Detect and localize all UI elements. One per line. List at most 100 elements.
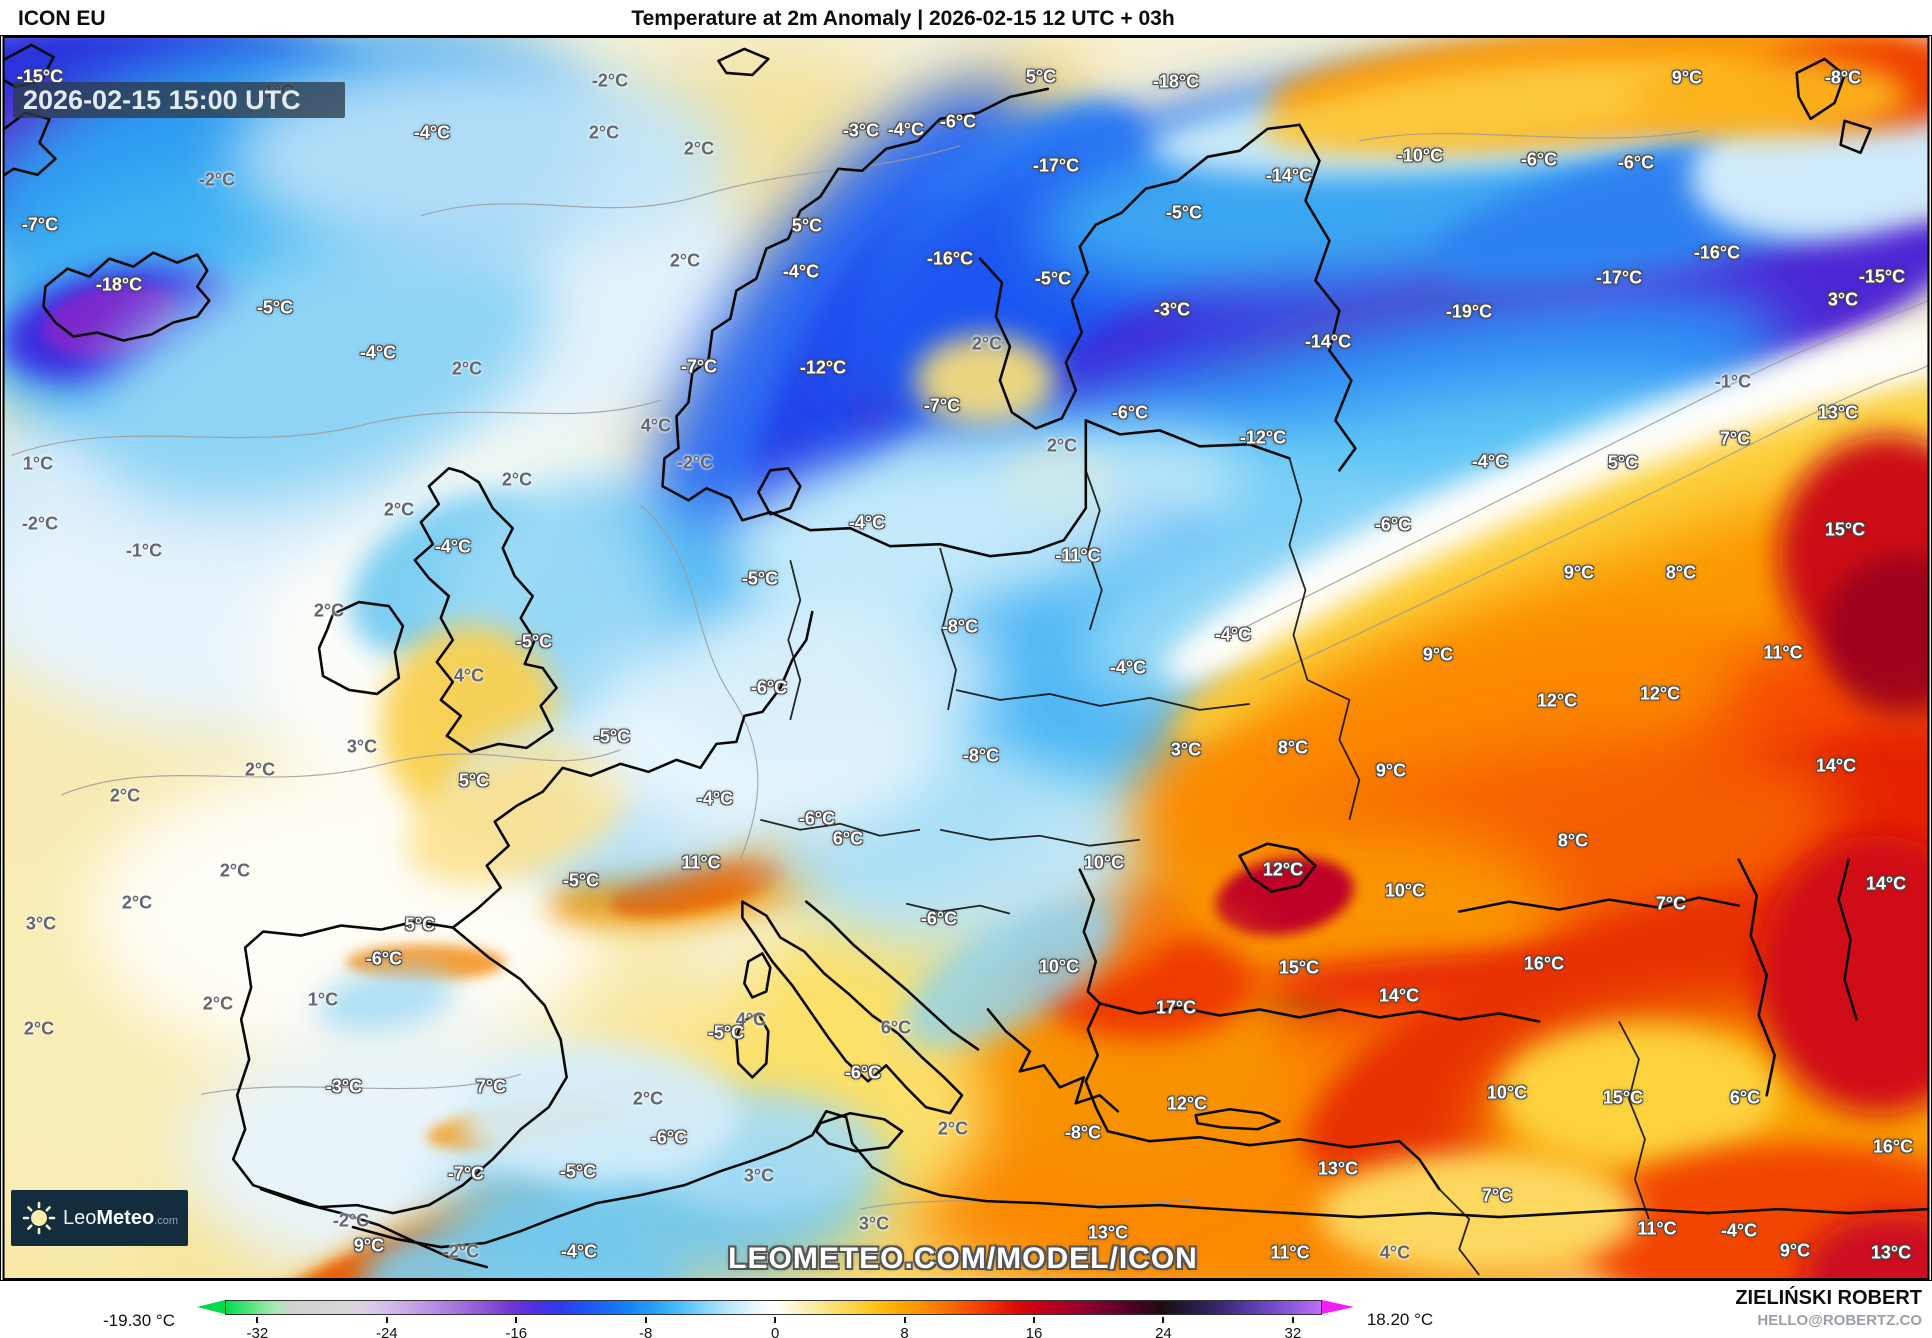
temp-label: -5°C	[256, 297, 294, 318]
temp-label: -5°C	[741, 568, 779, 589]
tick-label: -32	[246, 1325, 269, 1338]
temp-label: -7°C	[923, 395, 961, 416]
colorbar-left-arrow	[197, 1300, 225, 1314]
temp-label: -3°C	[325, 1076, 363, 1097]
tick-mark	[1291, 1317, 1294, 1323]
temp-label: 14°C	[1815, 755, 1857, 776]
temp-label: 6°C	[1729, 1087, 1761, 1108]
temp-label: 4°C	[1379, 1242, 1411, 1263]
temp-label: 15°C	[1602, 1087, 1644, 1108]
temp-label: 1°C	[22, 453, 54, 474]
contact-email: HELLO@ROBERTZ.CO	[1757, 1312, 1922, 1329]
temp-label: 7°C	[1719, 428, 1751, 449]
temp-label: -5°C	[593, 726, 631, 747]
temp-label: 13°C	[1870, 1242, 1912, 1263]
temp-label: -12°C	[799, 357, 847, 378]
tick-label: 16	[1025, 1325, 1043, 1338]
tick-mark	[1162, 1317, 1165, 1323]
temp-label: 10°C	[1486, 1082, 1528, 1103]
scale-min-label: -19.30 °C	[102, 1311, 176, 1330]
temp-label: 4°C	[640, 415, 672, 436]
temp-label: -3°C	[1153, 299, 1191, 320]
temp-label: -8°C	[962, 745, 1000, 766]
logo-text: LeoMeteo.com	[63, 1206, 179, 1229]
header-bar: ICON EU Temperature at 2m Anomaly | 2026…	[0, 0, 1932, 35]
temp-label: 5°C	[404, 914, 436, 935]
colorbar-right-arrow	[1322, 1300, 1354, 1314]
temp-label: -6°C	[1520, 149, 1558, 170]
temp-label: 6°C	[880, 1017, 912, 1038]
temp-label: 16°C	[1523, 953, 1565, 974]
temp-label: -6°C	[920, 908, 958, 929]
temp-label: 12°C	[1639, 683, 1681, 704]
temp-label: 3°C	[346, 736, 378, 757]
temp-label: 9°C	[1422, 644, 1454, 665]
country-borders	[760, 458, 1650, 1276]
temp-label: -18°C	[1152, 71, 1200, 92]
temp-label: -14°C	[1304, 331, 1352, 352]
temp-label: -1°C	[1714, 371, 1752, 392]
temp-label: 5°C	[1607, 452, 1639, 473]
temp-label: 15°C	[1824, 519, 1866, 540]
temp-label: 9°C	[1375, 760, 1407, 781]
tick-label: -8	[639, 1325, 653, 1338]
tick-label: 8	[900, 1325, 909, 1338]
temp-label: -8°C	[941, 616, 979, 637]
tick-mark	[385, 1317, 388, 1323]
temp-label: -17°C	[1032, 155, 1080, 176]
tick-mark	[256, 1317, 259, 1323]
temp-label: -17°C	[1595, 267, 1643, 288]
temp-label: 11°C	[1763, 642, 1803, 663]
temp-label: -19°C	[1445, 301, 1493, 322]
temp-label: -2°C	[21, 513, 59, 534]
footer-bar: -19.30 °C -32 -24 -16 -8 0 8 16 24 32 18.20 °C Z…	[0, 1281, 1932, 1338]
temp-label: 11°C	[1270, 1242, 1310, 1263]
author-name: ZIELIŃSKI ROBERT	[1735, 1287, 1922, 1309]
temp-label: 10°C	[1384, 880, 1426, 901]
temp-label: -5°C	[1165, 202, 1203, 223]
temp-label: 2°C	[937, 1118, 969, 1139]
temp-label: -5°C	[562, 870, 600, 891]
temp-label: -6°C	[844, 1062, 882, 1083]
temp-label: -15°C	[1858, 266, 1906, 287]
temp-label: 13°C	[1817, 402, 1859, 423]
temp-label: 17°C	[1155, 997, 1197, 1018]
temp-label: 2°C	[313, 600, 345, 621]
temp-label: 11°C	[681, 852, 721, 873]
temp-label: -3°C	[842, 120, 880, 141]
temp-label: -6°C	[1111, 402, 1149, 423]
weather-map: -15°C 1°C -2°C -4°C 2°C -2°C -7°C -18°C -5°C -4°C…	[0, 35, 1932, 1281]
temp-label: 3°C	[1170, 739, 1202, 760]
tick-label: -24	[375, 1325, 398, 1338]
temp-label: 2°C	[244, 759, 276, 780]
temp-label: -4°C	[1720, 1220, 1758, 1241]
tick-mark	[774, 1317, 777, 1323]
temp-label: 2°C	[23, 1018, 55, 1039]
temp-label: 5°C	[458, 770, 490, 791]
temp-label: 9°C	[1671, 67, 1703, 88]
temp-label: 16°C	[1872, 1136, 1914, 1157]
leometeo-logo: LeoMeteo.com	[11, 1190, 188, 1246]
temp-label: 12°C	[1536, 690, 1578, 711]
temp-label: -4°C	[1214, 624, 1252, 645]
temp-label: 11°C	[1637, 1218, 1677, 1239]
temp-label: 12°C	[1166, 1093, 1208, 1114]
temp-label: 9°C	[1779, 1240, 1811, 1261]
temp-label: 8°C	[1665, 562, 1697, 583]
temp-label: -2°C	[332, 1210, 370, 1231]
temp-label: 7°C	[1655, 893, 1687, 914]
temp-label: 3°C	[25, 913, 57, 934]
temp-label: 2°C	[669, 250, 701, 271]
temp-label: -8°C	[1064, 1122, 1102, 1143]
temp-label: -10°C	[1396, 145, 1444, 166]
temp-label: 8°C	[1277, 737, 1309, 758]
tick-label: 0	[770, 1325, 780, 1338]
temp-label: -4°C	[782, 261, 820, 282]
temp-label: 2°C	[588, 122, 620, 143]
temp-label: -11°C	[1055, 545, 1101, 566]
watermark: LEOMETEO.COM/MODEL/ICON	[728, 1242, 1198, 1275]
temp-label: -2°C	[676, 452, 714, 473]
temp-label: -4°C	[1109, 657, 1147, 678]
temp-label: 3°C	[1827, 289, 1859, 310]
temp-label: -16°C	[926, 248, 974, 269]
